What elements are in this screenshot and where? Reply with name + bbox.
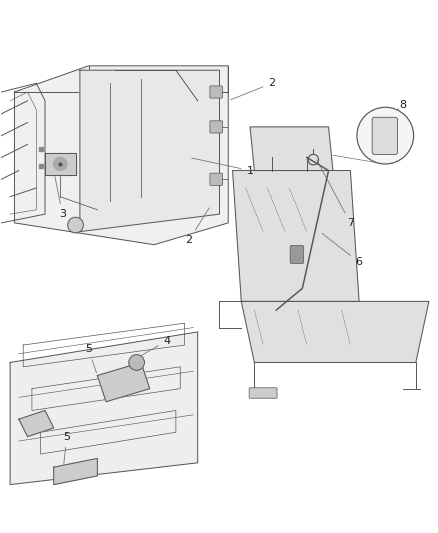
Polygon shape (241, 301, 428, 362)
Polygon shape (14, 66, 228, 245)
Polygon shape (53, 458, 97, 484)
Circle shape (53, 157, 67, 171)
Circle shape (67, 217, 83, 233)
FancyBboxPatch shape (371, 117, 396, 155)
Text: 7: 7 (316, 160, 353, 228)
Polygon shape (19, 410, 53, 437)
FancyBboxPatch shape (290, 246, 303, 263)
Text: 8: 8 (398, 100, 405, 110)
Polygon shape (232, 171, 358, 301)
FancyBboxPatch shape (209, 86, 222, 98)
FancyBboxPatch shape (209, 173, 222, 185)
Text: 1: 1 (191, 158, 253, 175)
FancyBboxPatch shape (209, 121, 222, 133)
Text: 4: 4 (139, 336, 170, 357)
Text: 2: 2 (230, 78, 275, 100)
Text: 2: 2 (185, 208, 209, 245)
Text: 5: 5 (85, 344, 96, 373)
Text: 5: 5 (63, 432, 70, 473)
Circle shape (128, 354, 144, 370)
Polygon shape (97, 362, 149, 402)
Polygon shape (80, 70, 219, 232)
Circle shape (356, 107, 413, 164)
FancyBboxPatch shape (249, 388, 276, 398)
Polygon shape (10, 332, 197, 484)
Text: 6: 6 (321, 233, 362, 267)
Text: 3: 3 (54, 173, 66, 219)
Polygon shape (45, 153, 75, 175)
Polygon shape (250, 127, 332, 171)
